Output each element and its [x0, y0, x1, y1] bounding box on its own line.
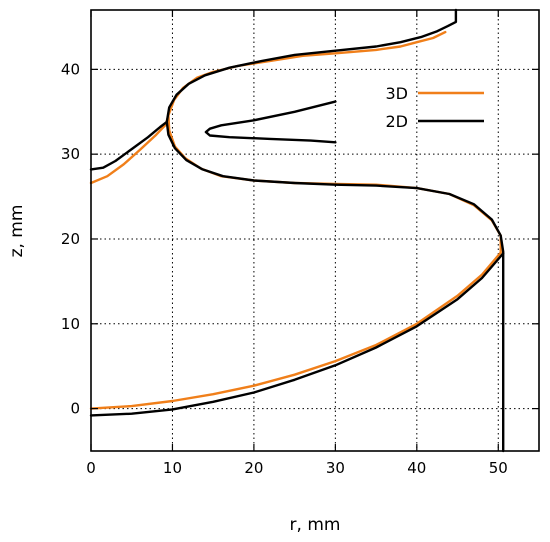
x-tick-label: 40: [407, 459, 426, 477]
series-3d: [89, 30, 502, 410]
legend-label-2d: 2D: [386, 112, 409, 131]
axis-ticks: [90, 10, 539, 451]
legend-label-3d: 3D: [386, 84, 409, 103]
y-tick-label: 40: [61, 60, 80, 78]
y-tick-label: 30: [61, 145, 80, 163]
x-tick-label: 20: [244, 459, 263, 477]
series-2d: [89, 8, 505, 453]
series-3d-line: [89, 251, 502, 410]
series-3d-line: [89, 30, 447, 185]
y-axis-label: z, mm: [7, 205, 27, 258]
grid: [91, 10, 539, 451]
series-2d-line: [165, 8, 458, 124]
series-2d-line: [89, 252, 505, 417]
y-tick-labels: 0 10 20 30 40: [61, 60, 80, 417]
x-tick-label: 10: [163, 459, 182, 477]
x-tick-labels: 0 10 20 30 40 50: [86, 459, 508, 477]
series-2d-line: [89, 120, 169, 171]
series-2d-line: [204, 100, 337, 144]
y-tick-label: 0: [70, 400, 80, 418]
x-axis-label: r, mm: [290, 515, 341, 535]
x-tick-label: 50: [489, 459, 508, 477]
y-tick-label: 10: [61, 315, 80, 333]
x-tick-label: 0: [86, 459, 96, 477]
plot-frame: [90, 9, 540, 452]
y-tick-label: 20: [61, 230, 80, 248]
series-2d-line: [165, 120, 505, 453]
legend: 3D 2D: [386, 84, 484, 131]
plot-curves: [89, 8, 505, 453]
x-tick-label: 30: [326, 459, 345, 477]
